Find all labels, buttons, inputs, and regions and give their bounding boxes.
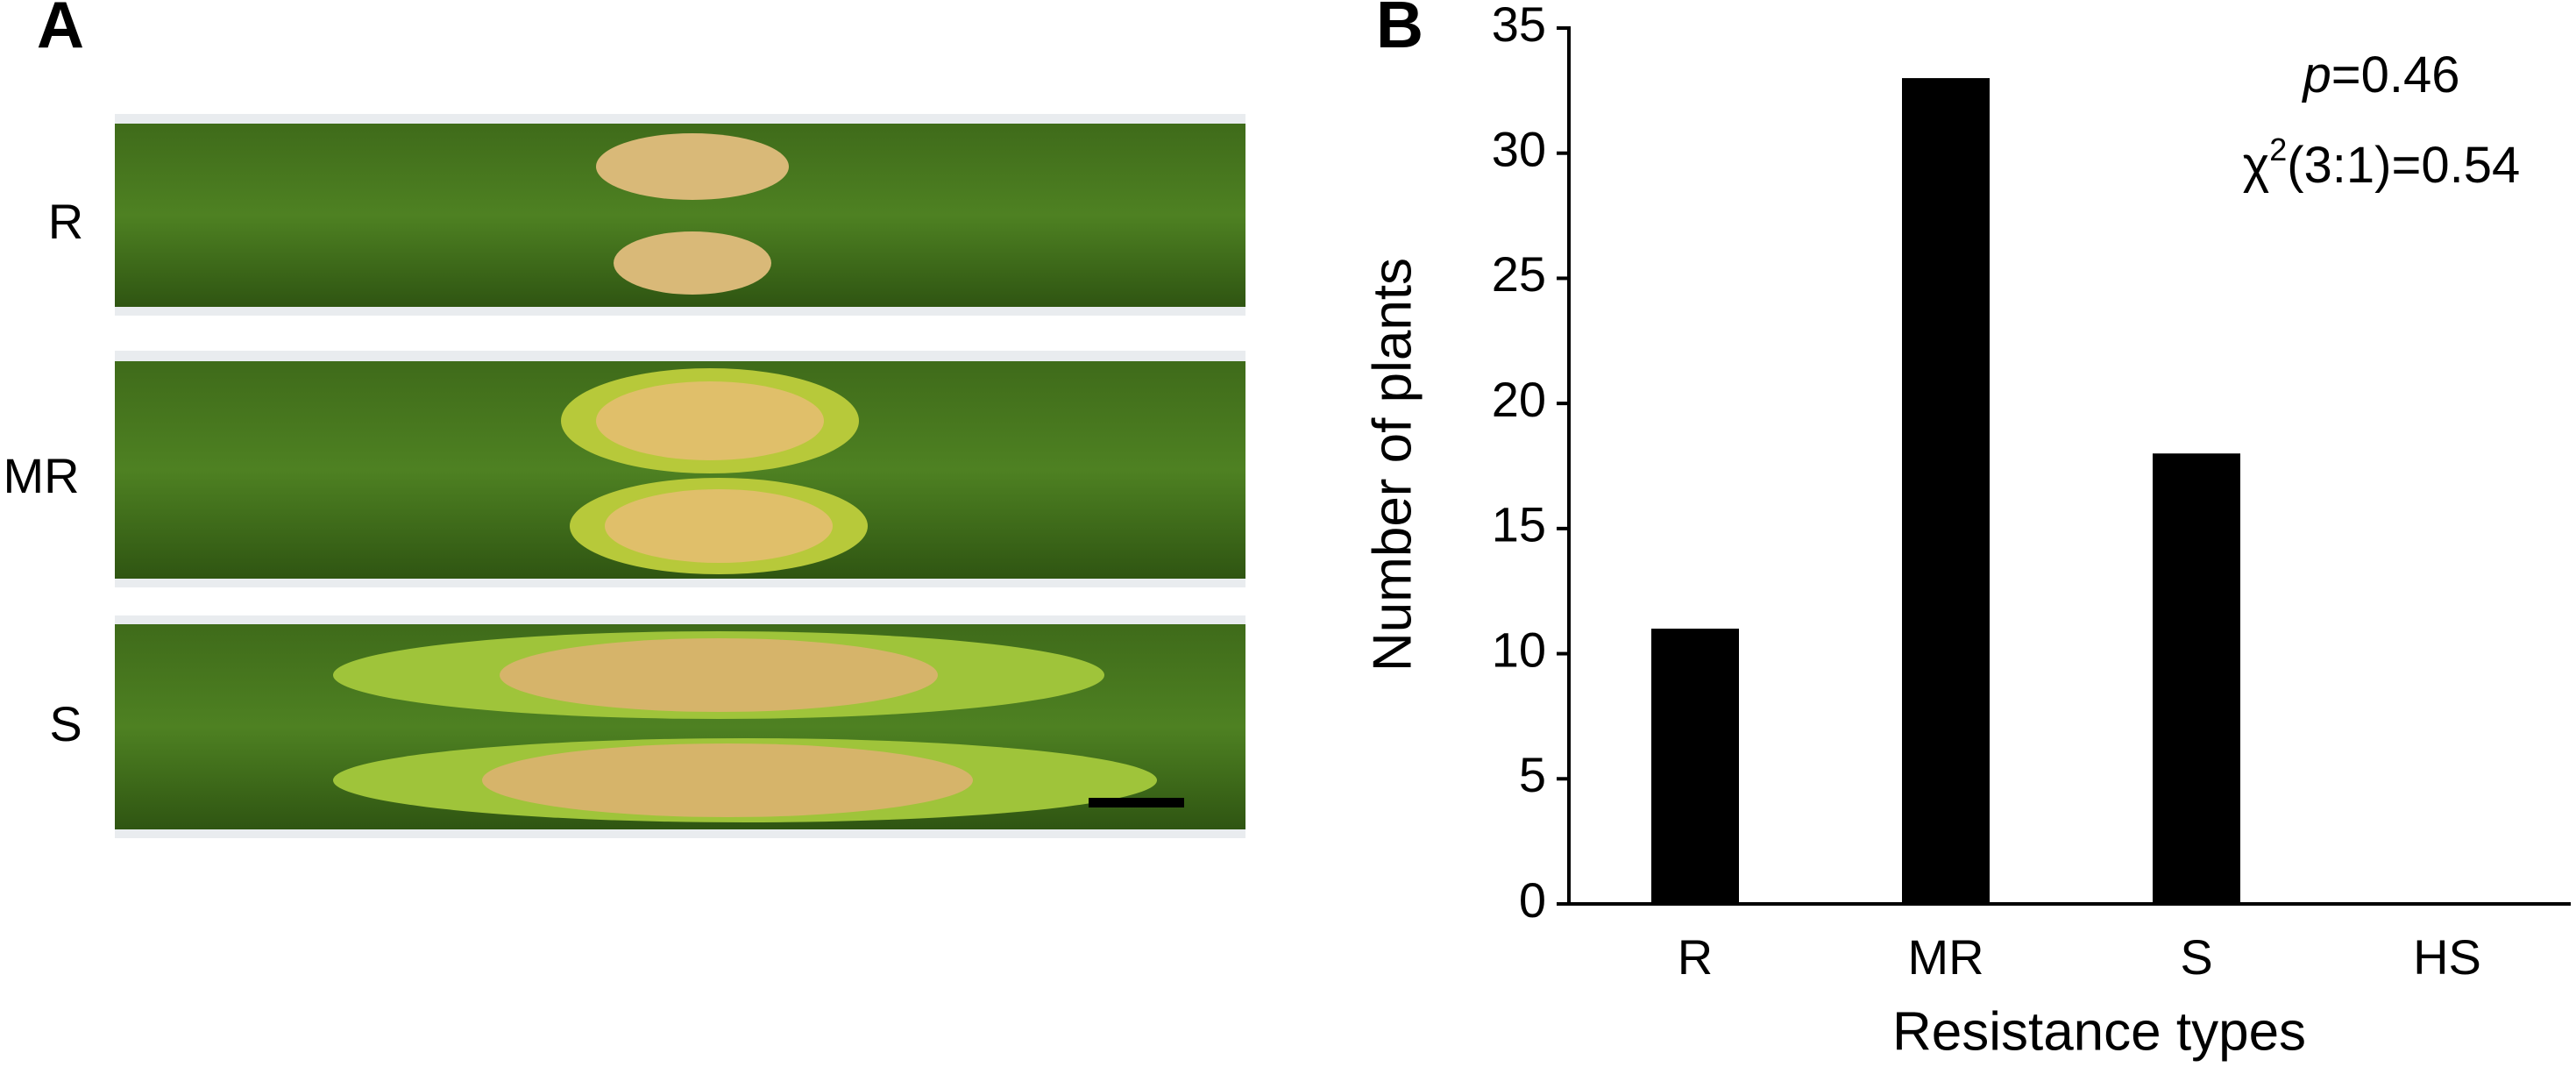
annotation-part: =0.46 bbox=[2331, 46, 2460, 103]
panel-label: A bbox=[37, 0, 84, 61]
x-tick-label: R bbox=[1678, 929, 1713, 985]
x-tick-label: MR bbox=[1907, 929, 1983, 985]
y-tick-label: 5 bbox=[1519, 747, 1546, 802]
annotation-part: p bbox=[2301, 46, 2331, 103]
y-tick-label: 35 bbox=[1492, 0, 1546, 52]
bar bbox=[1902, 78, 1990, 905]
x-axis-title: Resistance types bbox=[1892, 1001, 2306, 1062]
panel-label: B bbox=[1376, 0, 1423, 61]
annotation-part: χ bbox=[2243, 137, 2269, 194]
annotation-part: 2 bbox=[2269, 132, 2287, 167]
annotation: p=0.46 bbox=[2301, 46, 2459, 103]
bar bbox=[1651, 629, 1739, 904]
y-tick-label: 30 bbox=[1492, 122, 1546, 177]
y-axis-title: Number of plants bbox=[1362, 258, 1423, 672]
y-tick-label: 25 bbox=[1492, 246, 1546, 302]
x-tick-label: HS bbox=[2413, 929, 2481, 985]
y-tick-label: 15 bbox=[1492, 497, 1546, 552]
row-label: S bbox=[49, 696, 82, 751]
leaf-photos bbox=[115, 114, 1245, 838]
y-tick-label: 0 bbox=[1519, 872, 1546, 928]
y-tick-label: 10 bbox=[1492, 622, 1546, 677]
annotation: χ2(3:1)=0.54 bbox=[2243, 132, 2521, 195]
bar bbox=[2153, 453, 2240, 904]
annotation-part: (3:1)=0.54 bbox=[2287, 137, 2520, 194]
row-label: R bbox=[48, 194, 83, 249]
x-tick-label: S bbox=[2180, 929, 2212, 985]
row-label: MR bbox=[3, 448, 79, 503]
y-tick-label: 20 bbox=[1492, 372, 1546, 427]
